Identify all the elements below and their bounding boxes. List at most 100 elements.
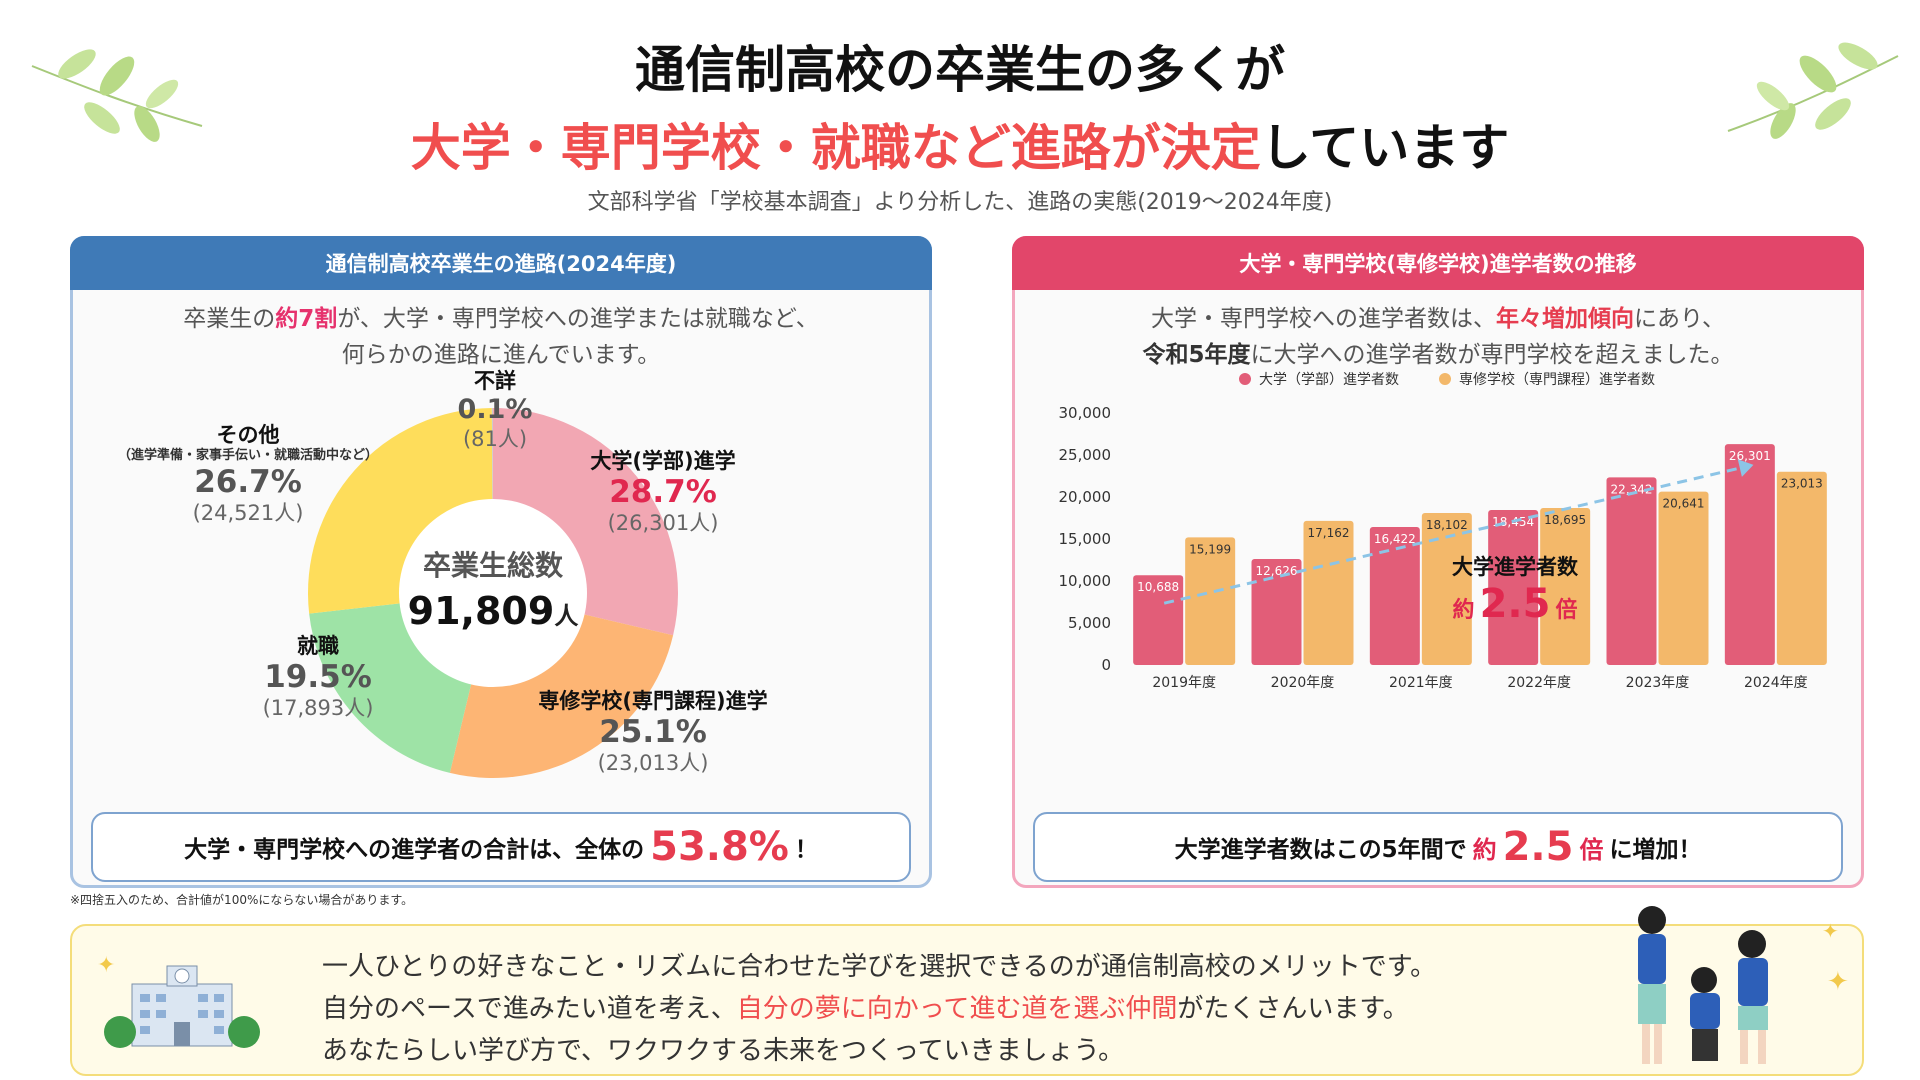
enrollment-trend-panel: 大学・専門学校(専修学校)進学者数の推移 大学・専門学校への進学者数は、年々増加… xyxy=(1012,236,1864,888)
bar-university xyxy=(1369,527,1420,665)
growth-annotation-suffix: 倍 xyxy=(1555,598,1578,624)
slice-name: 不詳 xyxy=(474,369,516,393)
career-paths-description: 卒業生の約7割が、大学・専門学校への進学または就職など、 何らかの進路に進んでい… xyxy=(73,301,929,373)
growth-annotation-value: 2.5 xyxy=(1479,581,1551,628)
leaf-decoration-right-icon xyxy=(1727,42,1899,139)
slice-name: その他 xyxy=(216,423,280,447)
bottom-highlight: 自分の夢に向かって進む道を選ぶ仲間 xyxy=(736,994,1178,1024)
x-tick-label: 2021年度 xyxy=(1389,675,1453,691)
x-tick-label: 2024年度 xyxy=(1744,675,1808,691)
legend-swatch xyxy=(1439,373,1451,385)
bottom-line3: あなたらしい学び方で、ワクワクする未来をつくっていきましょう。 xyxy=(322,1036,1125,1066)
bottom-line1: 一人ひとりの好きなこと・リズムに合わせた学びを選択できるのが通信制高校のメリット… xyxy=(322,952,1437,982)
bar-chart: 大学（学部）進学者数 専修学校（専門課程）進学者数 0 5,000 10,000 15,… xyxy=(1059,371,1827,691)
y-tick-label: 10,000 xyxy=(1059,572,1112,590)
bottom-message-box: ✦ 一人ひとりの好きなこと・リズムに合わせた学びを選択できるのが通信制高校のメリ… xyxy=(70,906,1864,1076)
callout-prefix: 約 xyxy=(1472,835,1497,864)
desc-highlight: 年々増加傾向 xyxy=(1495,306,1634,332)
slice-count: (24,521人) xyxy=(192,500,304,525)
page-title-highlight: 大学・専門学校・就職など進路が決定 xyxy=(410,119,1261,177)
students-illustration-icon: ✦ ✦ xyxy=(1638,906,1849,1064)
bar-vocational xyxy=(1303,520,1354,665)
callout-text: 大学・専門学校への進学者の合計は、全体の xyxy=(184,837,645,863)
slice-label-employment: 就職 19.5% (17,893人) xyxy=(253,634,383,722)
slice-label-university: 大学(学部)進学 28.7% (26,301人) xyxy=(563,449,763,537)
trend-arrow xyxy=(1163,466,1741,605)
desc-text: 卒業生の xyxy=(183,306,276,332)
slice-percent: 25.1% xyxy=(599,714,707,751)
school-building-icon: ✦ xyxy=(97,953,260,1048)
desc-text: にあり、 xyxy=(1633,306,1726,332)
bar-data-label: 15,199 xyxy=(1189,542,1231,556)
bar-data-label: 22,342 xyxy=(1611,482,1653,496)
slice-note: （進学準備・家事手伝い・就職活動中など） xyxy=(117,448,378,464)
x-tick-label: 2022年度 xyxy=(1507,675,1571,691)
bar-data-label: 23,013 xyxy=(1781,477,1823,491)
desc-bold: 令和5年度 xyxy=(1142,342,1251,368)
leaf-decoration-left-icon xyxy=(31,49,203,142)
donut-center-unit: 人 xyxy=(554,601,579,630)
x-tick-label: 2023年度 xyxy=(1626,675,1690,691)
career-paths-panel-header: 通信制高校卒業生の進路(2024年度) xyxy=(70,236,932,290)
career-paths-callout: 大学・専門学校への進学者の合計は、全体の 53.8% ！ xyxy=(91,812,911,882)
bar-university xyxy=(1251,558,1302,665)
slice-percent: 26.7% xyxy=(194,463,302,500)
svg-text:✦: ✦ xyxy=(97,953,115,978)
callout-unit: 倍 xyxy=(1579,835,1604,864)
bar-vocational xyxy=(1185,537,1236,665)
bar-university xyxy=(1606,477,1657,665)
slice-label-other: その他 （進学準備・家事手伝い・就職活動中など） 26.7% (24,521人) xyxy=(103,423,393,526)
callout-value: 53.8% xyxy=(650,824,789,870)
donut-hole xyxy=(399,499,587,687)
growth-annotation: 大学進学者数 約 2.5 倍 xyxy=(1435,555,1595,628)
bottom-line2: 自分のペースで進みたい道を考え、自分の夢に向かって進む道を選ぶ仲間がたくさんいま… xyxy=(322,988,1436,1030)
bar-data-label: 16,422 xyxy=(1374,532,1416,546)
trend-arrow-head-icon xyxy=(1737,459,1754,477)
bottom-text: がたくさんいます。 xyxy=(1177,994,1409,1024)
x-tick-label: 2020年度 xyxy=(1271,675,1335,691)
bar-data-label: 10,688 xyxy=(1137,580,1179,594)
footnote: ※四捨五入のため、合計値が100%にならない場合があります。 xyxy=(70,893,414,907)
desc-text: 何らかの進路に進んでいます。 xyxy=(341,342,661,368)
bar-vocational xyxy=(1540,507,1591,665)
page-title-rest: しています xyxy=(1260,119,1510,177)
slice-count: (17,893人) xyxy=(262,696,374,721)
desc-text: 大学・専門学校への進学者数は、 xyxy=(1150,306,1496,332)
slice-count: (81人) xyxy=(462,426,528,451)
enrollment-trend-description: 大学・専門学校への進学者数は、年々増加傾向にあり、 令和5年度に大学への進学者数… xyxy=(1015,301,1861,373)
bar-data-label: 18,102 xyxy=(1426,518,1468,532)
legend-label: 専修学校（専門課程）進学者数 xyxy=(1459,371,1655,388)
slice-label-unknown: 不詳 0.1% (81人) xyxy=(435,369,555,452)
legend-swatch xyxy=(1239,373,1251,385)
donut-center-label: 卒業生総数 xyxy=(422,549,563,582)
desc-text: が、大学・専門学校への進学または就職など、 xyxy=(337,306,819,332)
enrollment-trend-callout: 大学進学者数はこの5年間で 約 2.5 倍 に増加！ xyxy=(1033,812,1843,882)
bar-vocational xyxy=(1421,512,1472,665)
bar-data-label: 18,695 xyxy=(1544,513,1586,527)
growth-annotation-prefix: 約 xyxy=(1452,598,1475,624)
bar-data-label: 12,626 xyxy=(1256,564,1298,578)
growth-annotation-label: 大学進学者数 xyxy=(1452,555,1578,579)
y-tick-label: 30,000 xyxy=(1059,404,1112,422)
bar-vocational xyxy=(1776,471,1827,665)
bar-university xyxy=(1488,509,1539,665)
legend-label: 大学（学部）進学者数 xyxy=(1259,372,1399,388)
bar-data-label: 17,162 xyxy=(1308,526,1350,540)
bar-vocational xyxy=(1658,491,1709,665)
svg-text:✦: ✦ xyxy=(1822,919,1839,943)
callout-text: 大学進学者数はこの5年間で xyxy=(1174,837,1467,863)
svg-text:✦: ✦ xyxy=(1827,967,1849,997)
bottom-message-text: 一人ひとりの好きなこと・リズムに合わせた学びを選択できるのが通信制高校のメリット… xyxy=(322,946,1436,1072)
slice-name: 大学(学部)進学 xyxy=(590,449,736,473)
enrollment-trend-panel-header: 大学・専門学校(専修学校)進学者数の推移 xyxy=(1012,236,1864,290)
x-tick-label: 2019年度 xyxy=(1152,675,1216,691)
y-tick-label: 25,000 xyxy=(1059,446,1112,464)
page-title-line1: 通信制高校の卒業生の多くが xyxy=(635,41,1285,99)
desc-text: に大学への進学者数が専門学校を超えました。 xyxy=(1250,342,1734,368)
donut-center: 卒業生総数 91,809人 xyxy=(403,549,583,634)
callout-suffix: ！ xyxy=(794,837,818,863)
slice-name: 就職 xyxy=(297,634,339,658)
slice-label-vocational: 専修学校(専門課程)進学 25.1% (23,013人) xyxy=(513,689,793,777)
bottom-text: 自分のペースで進みたい道を考え、 xyxy=(322,994,737,1024)
donut-chart xyxy=(308,408,678,778)
